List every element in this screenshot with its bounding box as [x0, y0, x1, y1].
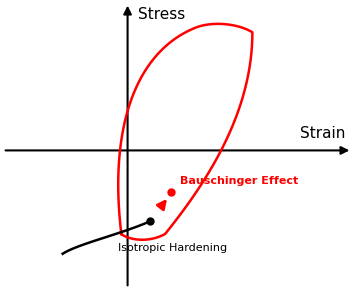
Text: Strain: Strain [300, 126, 345, 141]
Text: Isotropic Hardening: Isotropic Hardening [118, 243, 227, 253]
Text: Bauschinger Effect: Bauschinger Effect [180, 176, 298, 186]
Text: Stress: Stress [138, 7, 185, 22]
